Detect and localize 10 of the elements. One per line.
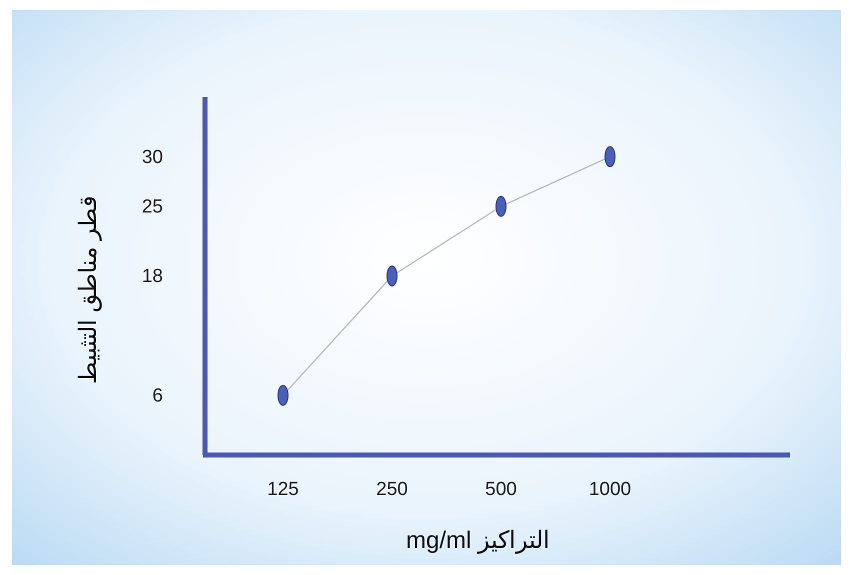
- x-tick-label: 250: [376, 479, 408, 500]
- y-tick-label: 25: [142, 196, 163, 218]
- y-axis-title: قطر مناطق التثبيط: [75, 196, 102, 384]
- x-tick-label: 500: [485, 479, 517, 500]
- x-axis-title: mg/ml التراكيز: [406, 527, 550, 554]
- y-tick-label: 30: [142, 146, 163, 168]
- y-tick-label: 6: [152, 385, 163, 406]
- x-tick-label: 1000: [588, 479, 632, 500]
- y-tick-label: 18: [142, 266, 163, 288]
- x-tick-label: 125: [267, 479, 299, 500]
